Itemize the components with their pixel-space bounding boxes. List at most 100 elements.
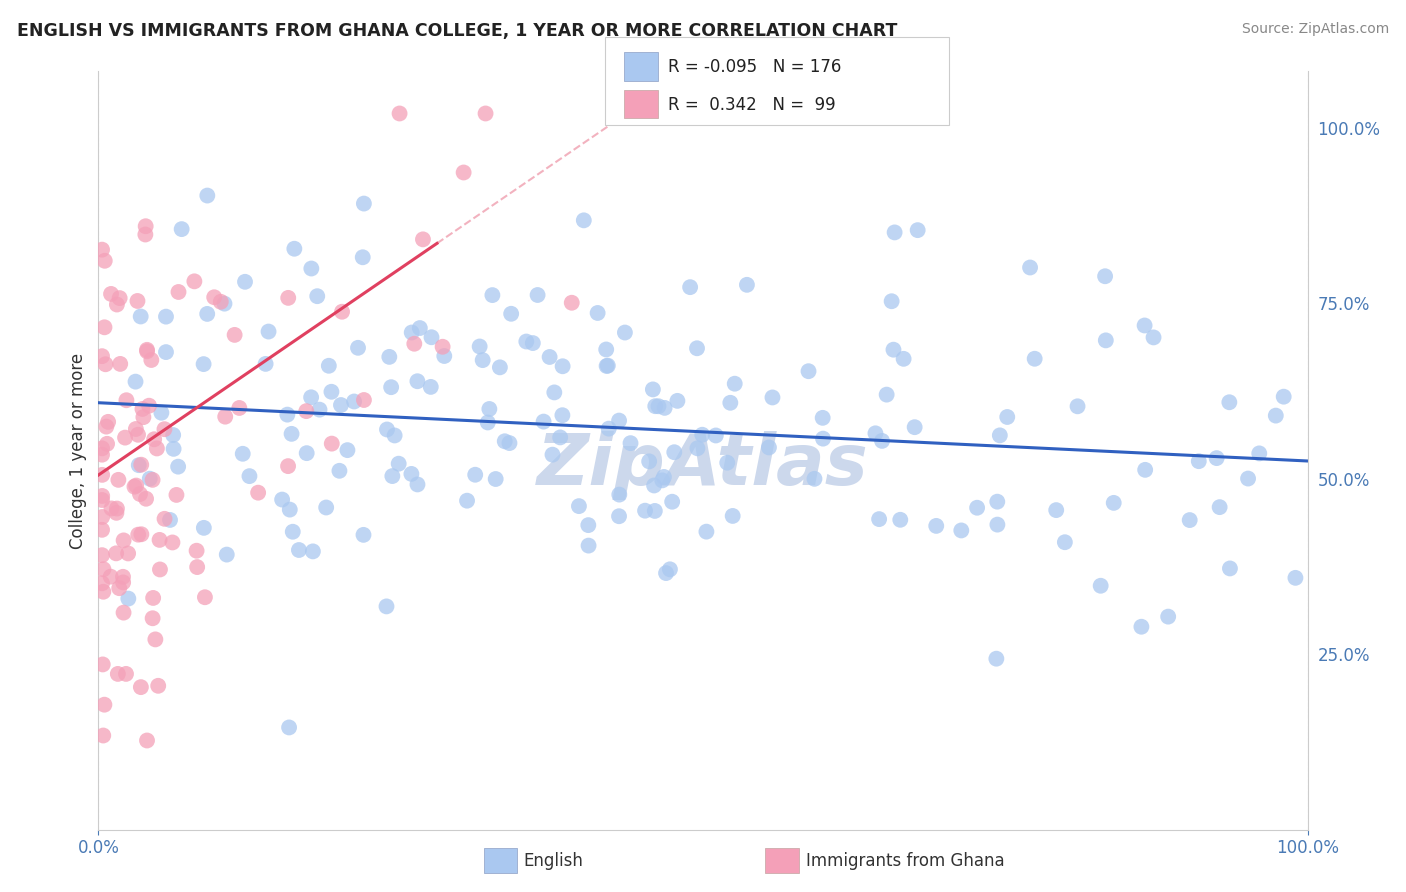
Point: [724, 376, 747, 391]
Point: [110, 357, 132, 371]
Point: [155, 345, 177, 359]
Point: [541, 448, 564, 462]
Point: [1024, 351, 1046, 366]
Point: [129, 487, 152, 501]
Point: [568, 499, 591, 513]
Point: [247, 485, 270, 500]
Point: [127, 527, 149, 541]
Point: [453, 165, 475, 179]
Point: [501, 307, 523, 321]
Point: [233, 275, 256, 289]
Point: [619, 436, 641, 450]
Point: [107, 473, 129, 487]
Point: [321, 436, 343, 450]
Point: [91, 493, 114, 508]
Text: R = -0.095   N = 176: R = -0.095 N = 176: [668, 58, 841, 77]
Point: [254, 357, 277, 371]
Point: [1053, 535, 1076, 549]
Point: [299, 390, 322, 404]
Point: [551, 359, 574, 374]
Point: [232, 447, 254, 461]
Point: [288, 543, 311, 558]
Point: [433, 349, 456, 363]
Point: [276, 408, 298, 422]
Point: [193, 357, 215, 371]
Point: [388, 106, 411, 120]
Point: [1133, 318, 1156, 333]
Point: [950, 524, 973, 538]
Point: [214, 296, 236, 310]
Point: [761, 391, 783, 405]
Point: [1090, 579, 1112, 593]
Point: [652, 470, 675, 484]
Point: [91, 489, 114, 503]
Point: [686, 341, 709, 355]
Point: [409, 321, 432, 335]
Point: [186, 560, 208, 574]
Point: [578, 539, 600, 553]
Point: [105, 501, 128, 516]
Point: [718, 396, 741, 410]
Point: [686, 442, 709, 456]
Point: [134, 227, 156, 242]
Text: ZipAtlas: ZipAtlas: [537, 431, 869, 500]
Point: [1142, 330, 1164, 344]
Point: [352, 250, 374, 264]
Point: [595, 359, 617, 373]
Point: [471, 353, 494, 368]
Point: [96, 419, 118, 434]
Point: [135, 219, 157, 234]
Point: [515, 334, 537, 349]
Point: [607, 509, 630, 524]
Point: [380, 380, 402, 394]
Point: [1284, 571, 1306, 585]
Point: [548, 430, 571, 444]
Point: [194, 591, 217, 605]
Point: [93, 320, 115, 334]
Point: [91, 584, 114, 599]
Point: [159, 513, 181, 527]
Point: [336, 443, 359, 458]
Text: Immigrants from Ghana: Immigrants from Ghana: [806, 852, 1004, 870]
Point: [797, 364, 820, 378]
Point: [142, 473, 165, 487]
Point: [595, 343, 617, 357]
Point: [129, 458, 152, 472]
Point: [721, 508, 744, 523]
Point: [96, 437, 118, 451]
Point: [302, 544, 325, 558]
Point: [375, 422, 398, 436]
Point: [183, 274, 205, 288]
Point: [613, 326, 636, 340]
Point: [420, 330, 443, 344]
Point: [166, 488, 188, 502]
Point: [91, 442, 114, 456]
Text: Source: ZipAtlas.com: Source: ZipAtlas.com: [1241, 22, 1389, 37]
Point: [153, 512, 176, 526]
Point: [966, 500, 988, 515]
Point: [141, 353, 163, 368]
Point: [278, 502, 301, 516]
Point: [228, 401, 250, 415]
Point: [522, 336, 544, 351]
Point: [91, 243, 114, 257]
Point: [132, 410, 155, 425]
Point: [456, 493, 478, 508]
Point: [162, 428, 184, 442]
Point: [596, 359, 619, 373]
Point: [167, 459, 190, 474]
Point: [572, 213, 595, 227]
Point: [149, 562, 172, 576]
Point: [224, 327, 246, 342]
Point: [481, 288, 503, 302]
Point: [716, 456, 738, 470]
Point: [114, 431, 136, 445]
Point: [586, 306, 609, 320]
Point: [128, 458, 150, 473]
Text: English: English: [523, 852, 583, 870]
Point: [353, 392, 375, 407]
Point: [925, 519, 948, 533]
Point: [607, 414, 630, 428]
Point: [155, 310, 177, 324]
Point: [432, 340, 454, 354]
